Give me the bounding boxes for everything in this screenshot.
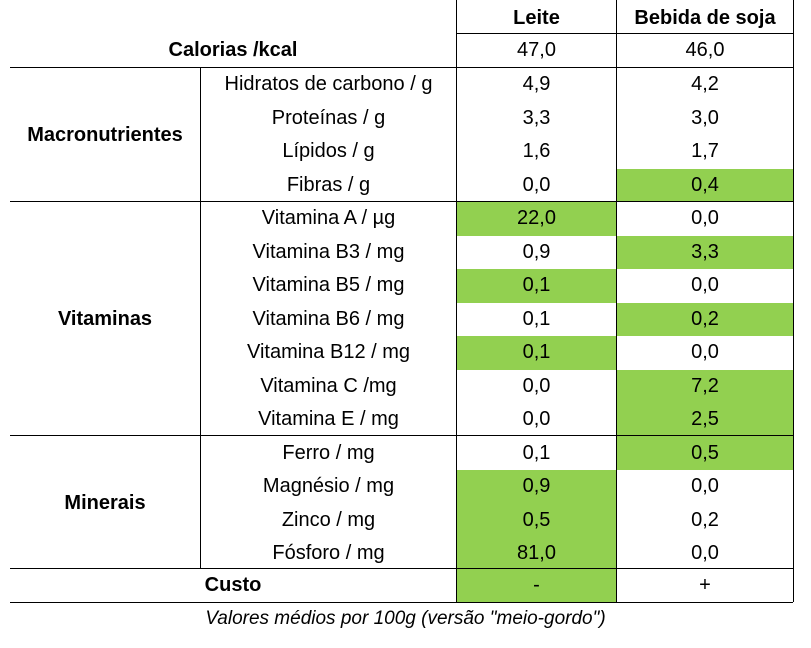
value-soja: 0,5 <box>617 436 793 470</box>
value-soja: 0,0 <box>691 475 719 498</box>
nutrient-label: Fósforo / mg <box>272 542 385 565</box>
nutrient-label: Vitamina E / mg <box>258 408 399 431</box>
calorias-soja: 46,0 <box>685 38 725 61</box>
divider <box>10 435 793 436</box>
nutrient-label: Lípidos / g <box>282 140 375 163</box>
nutrient-label: Vitamina B3 / mg <box>252 240 405 263</box>
value-soja: 0,2 <box>691 508 719 531</box>
value-soja: 3,0 <box>691 106 719 129</box>
nutrient-label: Hidratos de carbono / g <box>224 73 433 96</box>
value-leite: 3,3 <box>522 106 551 129</box>
value-soja: 1,7 <box>691 140 719 163</box>
value-soja: 2,5 <box>617 403 793 437</box>
divider <box>10 201 793 202</box>
value-leite: 0,0 <box>522 408 551 431</box>
nutrient-label: Proteínas / g <box>271 106 386 129</box>
value-leite: 0,9 <box>457 470 616 504</box>
group-label: Vitaminas <box>57 307 153 330</box>
divider <box>10 568 793 569</box>
custo-soja: + <box>699 574 711 596</box>
calorias-leite: 47,0 <box>517 38 556 61</box>
value-soja: 0,4 <box>617 168 793 202</box>
divider <box>10 602 793 603</box>
value-soja: 7,2 <box>617 369 793 403</box>
value-soja: 4,2 <box>691 73 719 96</box>
nutrient-label: Vitamina C /mg <box>260 374 397 397</box>
value-leite: 22,0 <box>457 202 616 236</box>
value-soja: 0,0 <box>691 207 719 230</box>
nutrient-label: Zinco / mg <box>281 508 376 531</box>
divider <box>456 0 457 602</box>
value-soja: 0,0 <box>691 542 719 565</box>
value-leite: 0,1 <box>522 307 551 330</box>
value-leite: 0,9 <box>522 240 551 263</box>
value-soja: 0,0 <box>691 341 719 364</box>
table-caption: Valores médios por 100g (versão "meio-go… <box>205 608 606 629</box>
value-leite: 0,0 <box>522 173 551 196</box>
nutrient-label: Vitamina B6 / mg <box>252 307 405 330</box>
value-leite: 0,0 <box>522 374 551 397</box>
value-leite: 0,1 <box>457 269 616 303</box>
divider <box>457 33 793 34</box>
value-soja: 0,0 <box>691 274 719 297</box>
nutrient-label: Vitamina B12 / mg <box>246 341 411 364</box>
group-label: Macronutrientes <box>27 123 183 146</box>
value-leite: 81,0 <box>457 537 616 571</box>
custo-leite: - <box>457 569 616 602</box>
nutrient-label: Magnésio / mg <box>262 475 395 498</box>
divider <box>10 67 793 68</box>
divider <box>200 67 201 568</box>
value-leite: 4,9 <box>522 73 551 96</box>
nutrient-label: Vitamina B5 / mg <box>252 274 405 297</box>
value-soja: 0,2 <box>617 302 793 336</box>
value-leite: 1,6 <box>522 140 551 163</box>
group-label: Minerais <box>64 492 146 514</box>
calorias-label: Calorias /kcal <box>168 38 298 61</box>
nutrient-label: Vitamina A / µg <box>261 207 396 230</box>
divider <box>616 0 617 602</box>
custo-label: Custo <box>204 574 262 596</box>
divider <box>793 0 794 602</box>
header-soja: Bebida de soja <box>634 6 776 29</box>
nutrient-label: Fibras / g <box>286 173 371 196</box>
value-leite: 0,5 <box>457 503 616 537</box>
value-soja: 3,3 <box>617 235 793 269</box>
value-leite: 0,1 <box>522 441 551 464</box>
nutrient-label: Ferro / mg <box>282 441 375 464</box>
header-leite: Leite <box>513 6 560 29</box>
value-leite: 0,1 <box>457 336 616 370</box>
